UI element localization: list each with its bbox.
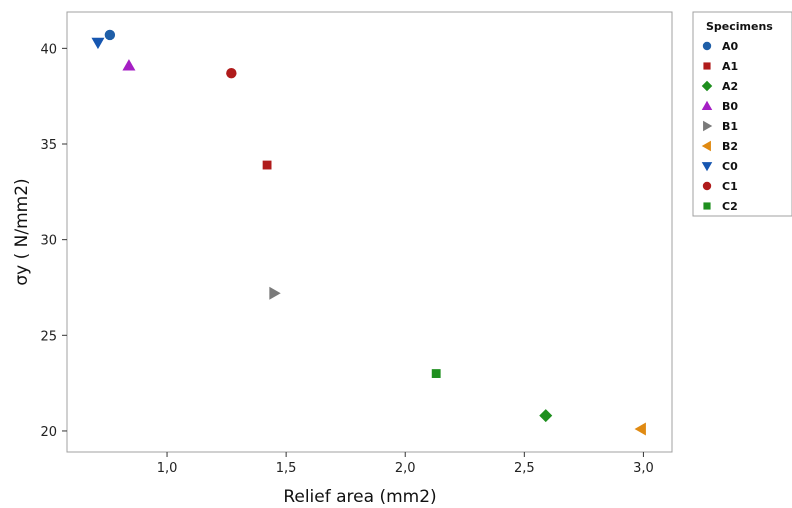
y-tick-label: 30 <box>40 234 57 249</box>
data-points <box>91 29 646 436</box>
data-point-c0 <box>91 37 105 50</box>
y-tick-label: 25 <box>40 329 57 344</box>
y-tick-label: 20 <box>40 425 57 440</box>
data-point-a0 <box>104 29 116 41</box>
y-axis-title: σy ( N/mm2) <box>12 178 32 285</box>
x-tick-label: 2,5 <box>514 461 535 476</box>
x-axis-title: Relief area (mm2) <box>283 487 436 507</box>
legend-marker-a0 <box>702 41 712 51</box>
data-point-b2 <box>634 422 646 436</box>
data-point-c2 <box>431 369 441 378</box>
y-tick-label: 40 <box>40 42 57 57</box>
legend-marker-c2 <box>703 202 711 210</box>
legend-label-b1: B1 <box>722 120 738 133</box>
data-point-b0 <box>122 59 136 71</box>
legend-marker-a1 <box>703 62 711 70</box>
x-tick-label: 2,0 <box>395 461 416 476</box>
legend-marker-b2 <box>701 140 711 152</box>
x-tick-label: 3,0 <box>633 461 654 476</box>
x-axis: 1,0 1,5 2,0 2,5 3,0 <box>157 452 654 476</box>
y-tick-label: 35 <box>40 138 57 153</box>
legend-marker-b0 <box>701 100 713 110</box>
data-point-a1 <box>262 160 272 170</box>
legend-label-c2: C2 <box>722 200 738 213</box>
x-tick-label: 1,5 <box>276 461 297 476</box>
data-point-b1 <box>269 286 281 300</box>
legend-marker-c1 <box>702 181 712 191</box>
legend-label-c0: C0 <box>722 160 738 173</box>
legend-label-a0: A0 <box>722 40 739 53</box>
legend-marker-c0 <box>701 162 713 172</box>
data-point-a2 <box>539 409 553 423</box>
legend-label-b0: B0 <box>722 100 738 113</box>
legend-items: A0 A1 A2 B0 B1 B2 C0 C1 C2 <box>701 40 739 213</box>
legend-label-b2: B2 <box>722 140 738 153</box>
legend-marker-a2 <box>701 80 713 92</box>
legend-label-a1: A1 <box>722 60 738 73</box>
legend: Specimens A0 A1 A2 B0 B1 B2 C0 C1 C2 <box>692 11 792 217</box>
y-axis: 20 25 30 35 40 <box>40 42 67 440</box>
data-point-c1 <box>226 68 237 79</box>
legend-marker-b1 <box>703 120 713 132</box>
legend-label-c1: C1 <box>722 180 738 193</box>
legend-label-a2: A2 <box>722 80 738 93</box>
legend-title: Specimens <box>706 20 773 33</box>
plot-area <box>66 11 673 453</box>
x-tick-label: 1,0 <box>157 461 178 476</box>
